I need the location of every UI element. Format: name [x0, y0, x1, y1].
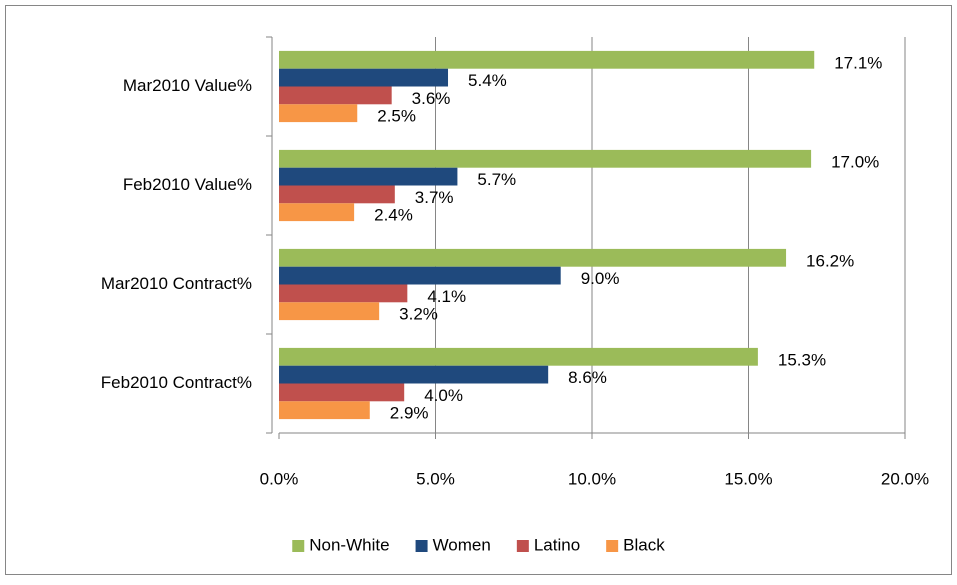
data-label: 2.4% [374, 206, 413, 225]
bar [279, 383, 405, 402]
y-tick-label: Feb2010 Contract% [101, 373, 252, 392]
bar [279, 266, 561, 285]
data-label: 8.6% [568, 368, 607, 387]
data-label: 17.0% [831, 152, 879, 171]
legend-swatch [292, 540, 305, 552]
legend-label: Black [623, 535, 665, 554]
bar [279, 365, 549, 384]
data-label: 5.7% [477, 170, 516, 189]
data-label: 17.1% [834, 53, 882, 72]
bar [279, 347, 758, 366]
data-label: 4.1% [427, 287, 466, 306]
data-label: 3.6% [412, 89, 451, 108]
y-tick-label: Feb2010 Value% [123, 175, 252, 194]
data-label: 2.5% [377, 107, 416, 126]
bar [279, 167, 458, 186]
chart-border [5, 5, 952, 575]
bar [279, 302, 380, 321]
y-tick-label: Mar2010 Value% [123, 76, 252, 95]
x-tick-label: 20.0% [881, 469, 929, 488]
bar [279, 284, 408, 303]
x-tick-label: 10.0% [568, 469, 616, 488]
data-label: 15.3% [778, 350, 826, 369]
data-label: 16.2% [806, 251, 854, 270]
x-tick-label: 5.0% [416, 469, 455, 488]
bar [279, 68, 449, 87]
bar [279, 248, 787, 267]
bar [279, 203, 355, 222]
data-label: 3.7% [415, 188, 454, 207]
bar [279, 50, 815, 69]
x-tick-label: 15.0% [724, 469, 772, 488]
data-label: 5.4% [468, 71, 507, 90]
bar [279, 104, 358, 123]
data-label: 4.0% [424, 386, 463, 405]
legend-label: Women [433, 535, 491, 554]
bar [279, 185, 395, 204]
x-tick-label: 0.0% [260, 469, 299, 488]
legend-label: Non-White [309, 535, 389, 554]
y-tick-label: Mar2010 Contract% [101, 274, 252, 293]
legend-swatch [606, 540, 619, 552]
bar [279, 149, 812, 168]
bar [279, 86, 392, 105]
legend-label: Latino [534, 535, 580, 554]
legend-swatch [415, 540, 428, 552]
legend-swatch [516, 540, 529, 552]
bar [279, 401, 370, 420]
data-label: 9.0% [581, 269, 620, 288]
data-label: 3.2% [399, 305, 438, 324]
data-label: 2.9% [390, 404, 429, 423]
